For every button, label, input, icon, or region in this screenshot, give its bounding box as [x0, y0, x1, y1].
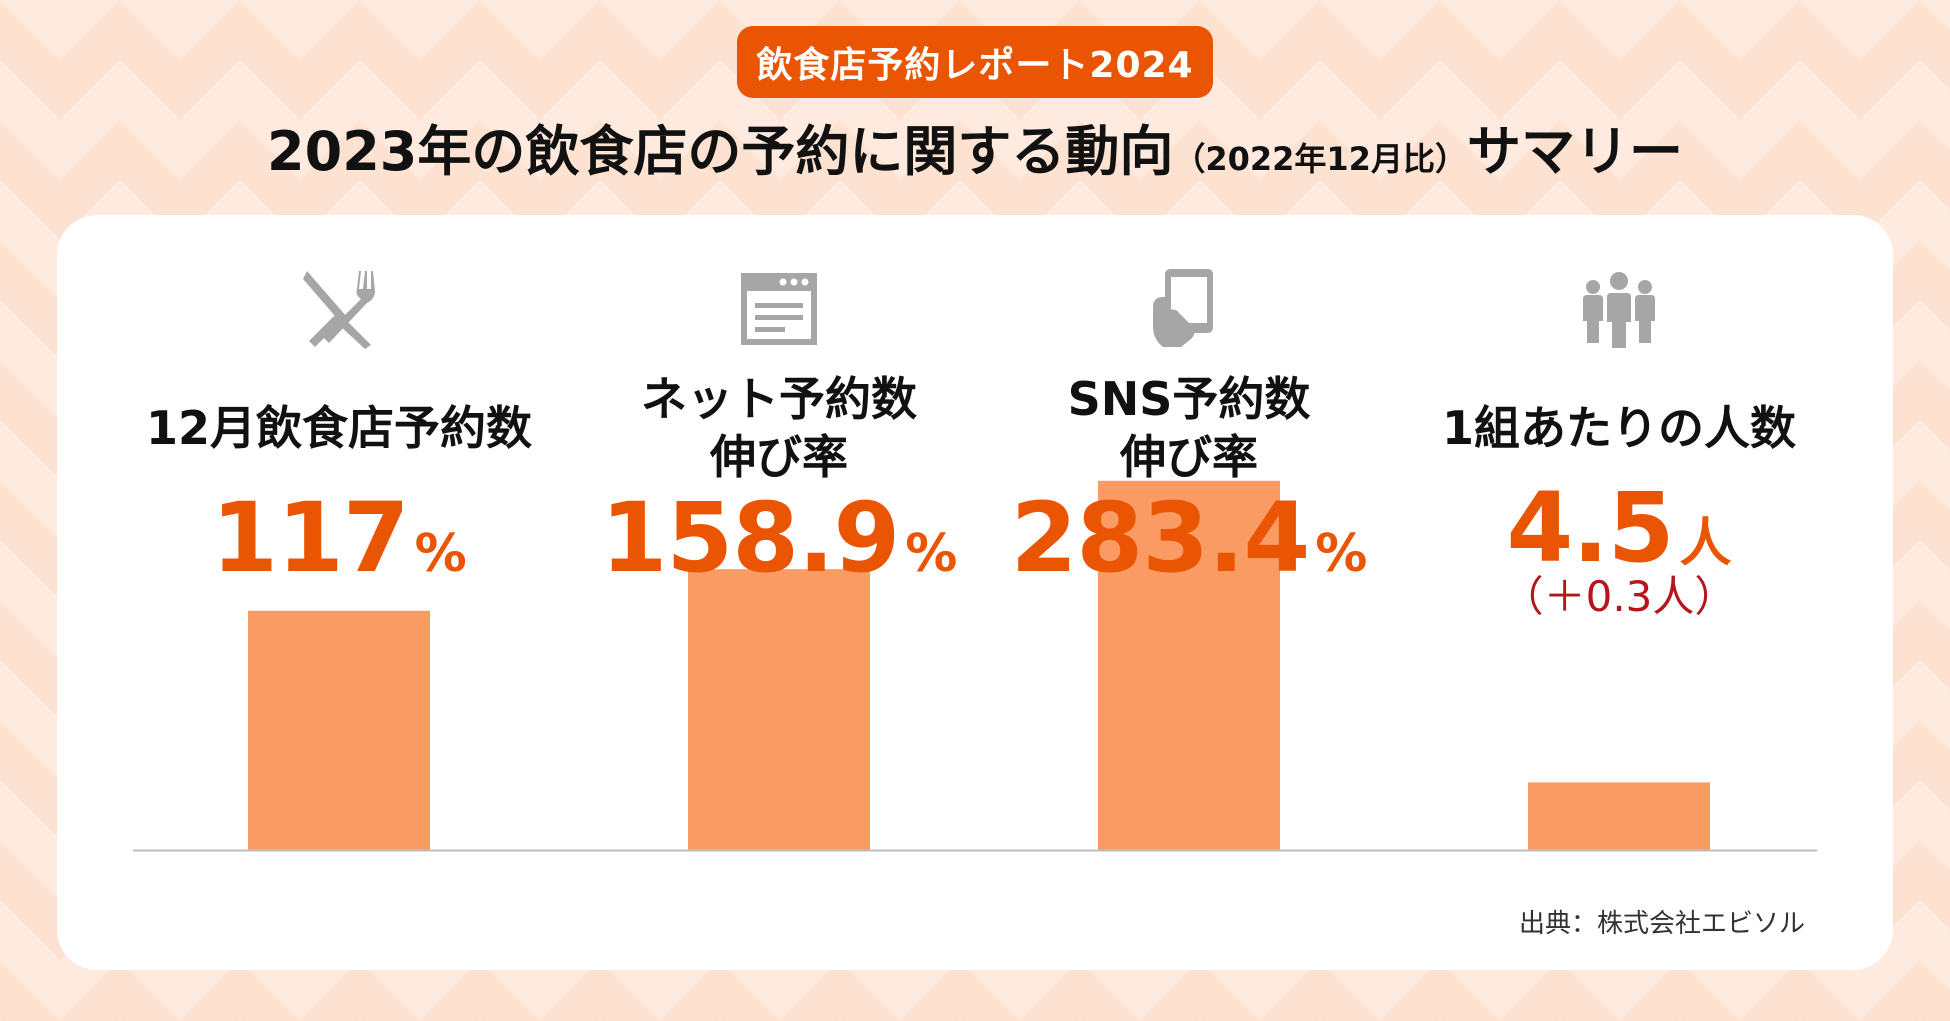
bar-3	[1098, 480, 1280, 850]
stat-unit: %	[1315, 524, 1368, 584]
stat-label-line: 伸び率	[1120, 430, 1258, 484]
title-main: 2023年の飲食店の予約に関する動向	[267, 120, 1174, 183]
stat-label: ネット予約数 伸び率	[589, 363, 969, 493]
stat-value: 4.5 人	[1429, 473, 1809, 611]
stat-number: 117	[211, 482, 409, 594]
bar-1	[248, 610, 430, 850]
stat-number: 158.9	[600, 482, 901, 594]
title-note: （2022年12月比）	[1173, 140, 1467, 178]
browser-window-icon	[741, 273, 817, 345]
stat-unit: %	[905, 524, 958, 584]
bar-chart	[133, 480, 1817, 852]
page-title: 2023年の飲食店の予約に関する動向（2022年12月比）サマリー	[0, 116, 1950, 195]
stat-label-line: 伸び率	[710, 430, 848, 484]
stat-label-line: 1組あたりの人数	[1441, 401, 1796, 455]
title-tail: サマリー	[1466, 120, 1683, 183]
bar-4	[1528, 782, 1710, 850]
cutlery-icon	[303, 271, 375, 349]
smartphone-hand-icon	[1153, 269, 1213, 347]
stat-label: SNS予約数 伸び率	[999, 363, 1379, 493]
stat-value: 117%	[149, 483, 529, 621]
stat-unit: %	[414, 524, 467, 584]
stat-label: 1組あたりの人数	[1429, 363, 1809, 493]
stat-value: 158.9%	[589, 483, 969, 621]
stat-change: （＋0.3人）	[1501, 572, 1737, 621]
source-note: 出典：株式会社エビソル	[1518, 909, 1805, 939]
stat-number: 283.4	[1010, 482, 1311, 594]
summary-card: 12月飲食店予約数 117% ネット予約数 伸び率 158.9%	[57, 215, 1893, 970]
stat-unit: 人	[1679, 514, 1732, 574]
stat-label-line: 12月飲食店予約数	[146, 401, 533, 455]
stat-label-line: SNS予約数	[1067, 372, 1311, 426]
stat-label-line: ネット予約数	[641, 372, 917, 426]
stat-value: 283.4%	[999, 483, 1379, 621]
stat-number: 4.5	[1506, 472, 1674, 584]
bar-2	[688, 569, 870, 850]
people-group-icon	[1583, 272, 1655, 349]
report-badge: 飲食店予約レポート2024	[737, 26, 1213, 98]
stat-label: 12月飲食店予約数	[146, 363, 533, 493]
